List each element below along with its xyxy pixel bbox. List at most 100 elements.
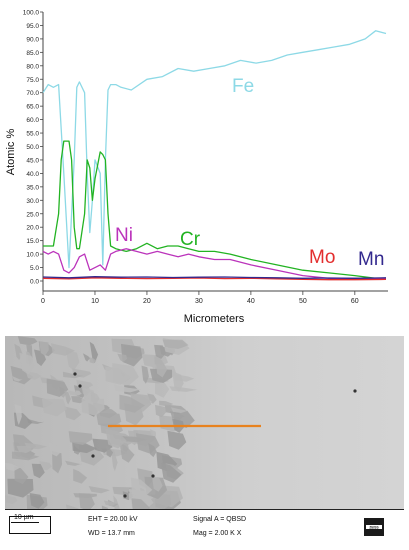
grain	[120, 343, 143, 367]
signal-value: Signal A = QBSD	[193, 516, 247, 523]
grain	[154, 344, 166, 359]
grain	[159, 400, 174, 407]
x-tick-label: 0	[41, 298, 45, 305]
series-line-mn	[42, 276, 387, 279]
y-tick-label: 5.0	[30, 265, 39, 272]
series-line-cr	[43, 140, 386, 279]
y-tick-label: 20.0	[26, 225, 39, 232]
grain	[72, 441, 97, 454]
annotation-mo: Mo	[309, 247, 335, 268]
annotation-fe: Fe	[232, 76, 254, 97]
pore	[78, 384, 82, 388]
grain	[130, 477, 153, 498]
sem-micrograph: 10 µm EHT = 20.00 kV WD = 13.7 mm Signal…	[5, 336, 404, 546]
grain	[48, 442, 63, 457]
y-tick-labels: 0.0 5.0 10.0 15.0 20.0 25.0 30.0 35.0 40.0 45.0 50…	[23, 10, 43, 286]
eht-value: EHT = 20.00 kV	[88, 516, 138, 523]
y-tick-label: 15.0	[26, 238, 39, 245]
y-tick-label: 95.0	[26, 23, 39, 30]
series-line-mo	[42, 277, 387, 281]
grain	[64, 406, 82, 421]
pore	[353, 389, 357, 393]
grain	[16, 445, 32, 454]
grain	[14, 466, 29, 485]
grain	[167, 430, 187, 450]
chart-axes	[42, 12, 388, 292]
y-tick-label: 40.0	[26, 171, 39, 178]
grain	[105, 428, 127, 449]
grain	[103, 500, 117, 506]
svg-text:ZEISS: ZEISS	[369, 525, 378, 529]
x-tick-label: 30	[195, 298, 203, 305]
grain	[101, 505, 108, 509]
y-tick-label: 25.0	[26, 211, 39, 218]
grain	[148, 443, 157, 458]
grain	[117, 353, 128, 362]
grain	[131, 498, 151, 509]
grain	[106, 445, 114, 458]
annotation-ni: Ni	[115, 225, 133, 246]
grain	[152, 476, 163, 492]
zeiss-logo: ZEISS	[364, 518, 384, 536]
grain	[114, 384, 142, 393]
grain	[31, 463, 45, 479]
x-tick-labels: 0 10 20 30 40 50 60	[41, 291, 359, 305]
grain	[11, 451, 40, 461]
grain	[65, 460, 82, 466]
microstructure-grains	[5, 336, 357, 509]
grain	[141, 365, 149, 384]
grain	[39, 461, 52, 471]
grain	[96, 412, 122, 428]
scalebar-line	[11, 522, 39, 523]
grain	[81, 398, 105, 416]
pore	[91, 454, 95, 458]
grain	[19, 352, 35, 375]
x-tick-label: 60	[351, 298, 359, 305]
grain	[170, 411, 185, 420]
series-line-ni	[42, 248, 386, 279]
grain	[105, 366, 131, 385]
grain	[172, 371, 184, 392]
y-tick-label: 80.0	[26, 63, 39, 70]
x-tick-label: 40	[247, 298, 255, 305]
wd-value: WD = 13.7 mm	[88, 530, 135, 537]
grain	[88, 486, 110, 494]
grain	[46, 378, 69, 397]
grain	[14, 404, 22, 426]
grain	[68, 431, 93, 445]
grain	[67, 390, 83, 396]
y-tick-label: 60.0	[26, 117, 39, 124]
grain	[29, 493, 45, 509]
grain	[5, 495, 18, 505]
grain	[160, 462, 182, 483]
annotation-cr: Cr	[180, 229, 201, 250]
x-tick-label: 50	[299, 298, 307, 305]
grain	[89, 341, 99, 364]
scalebar-label: 10 µm	[14, 514, 34, 521]
y-axis-label: Atomic %	[5, 129, 17, 176]
grain	[65, 349, 80, 371]
y-tick-label: 70.0	[26, 90, 39, 97]
y-tick-label: 35.0	[26, 184, 39, 191]
y-tick-label: 10.0	[26, 252, 39, 259]
grain	[147, 393, 157, 404]
grain	[78, 493, 95, 509]
x-tick-label: 10	[91, 298, 99, 305]
series-layer	[42, 30, 387, 281]
scalebar	[9, 516, 51, 534]
grain	[62, 371, 83, 379]
grain	[90, 391, 100, 404]
y-tick-label: 0.0	[30, 279, 39, 286]
grain	[155, 404, 167, 418]
y-tick-label: 50.0	[26, 144, 39, 151]
y-tick-label: 85.0	[26, 50, 39, 57]
sem-data-bar: 10 µm EHT = 20.00 kV WD = 13.7 mm Signal…	[5, 509, 404, 546]
grain	[41, 398, 67, 417]
grain	[73, 468, 88, 484]
y-tick-label: 55.0	[26, 131, 39, 138]
grain	[119, 394, 145, 413]
y-tick-label: 65.0	[26, 104, 39, 111]
y-tick-label: 75.0	[26, 77, 39, 84]
mag-value: Mag = 2.00 K X	[193, 530, 242, 537]
grain	[12, 376, 23, 382]
